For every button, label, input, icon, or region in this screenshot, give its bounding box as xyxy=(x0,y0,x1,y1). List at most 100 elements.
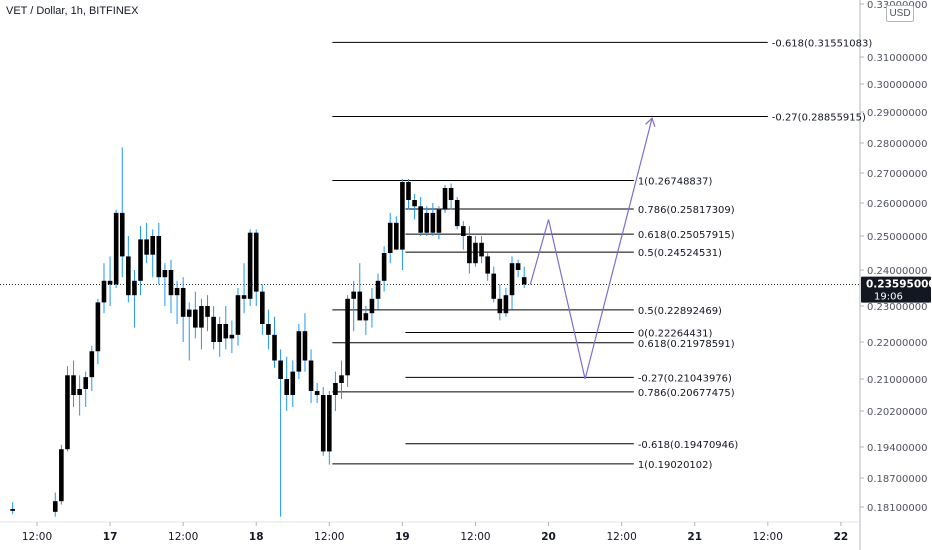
candle-body xyxy=(144,239,149,255)
fib-level-label: 0.5(0.24524531) xyxy=(638,248,722,259)
candle-body xyxy=(126,256,131,296)
candle-body xyxy=(77,389,82,395)
fib-level-label: -0.27(0.21043976) xyxy=(638,373,732,384)
currency-button[interactable]: USD xyxy=(886,5,914,22)
candle-body xyxy=(521,277,527,285)
candle-body xyxy=(174,288,180,296)
candle-body xyxy=(357,291,363,321)
candle-body xyxy=(442,188,448,210)
y-tick-label: 0.26000000 xyxy=(867,199,927,210)
candle-body xyxy=(241,295,247,299)
candle-body xyxy=(418,206,423,233)
y-tick-label: 0.28000000 xyxy=(867,139,927,150)
x-tick-label: 18 xyxy=(249,531,264,543)
y-tick-label: 0.21000000 xyxy=(867,375,927,386)
x-tick-label: 12:00 xyxy=(607,531,637,543)
y-tick-label: 0.25000000 xyxy=(867,232,927,243)
x-tick-label: 20 xyxy=(541,531,556,543)
candle-body xyxy=(387,222,393,253)
candle-body xyxy=(132,280,137,296)
candle-body xyxy=(412,200,417,207)
candle-body xyxy=(509,263,515,296)
candle-body xyxy=(272,334,277,361)
candle-body xyxy=(302,331,308,361)
candle-body xyxy=(375,280,381,299)
y-tick-label: 0.29000000 xyxy=(867,108,927,119)
symbol-title: VET / Dollar, 1h, BITFINEX xyxy=(6,5,139,17)
candle-body xyxy=(430,212,436,233)
current-price-label: 0.23595000 xyxy=(866,279,932,291)
candle-body xyxy=(503,295,509,314)
y-tick-label: 0.18700000 xyxy=(867,474,927,485)
candle-body xyxy=(485,256,490,274)
y-tick-label: 0.31000000 xyxy=(867,53,927,64)
candle-body xyxy=(260,291,265,324)
candle-body xyxy=(150,236,156,255)
candle-body xyxy=(351,291,356,299)
x-tick-label: 12:00 xyxy=(168,531,198,543)
y-tick-label: 0.20200000 xyxy=(867,407,927,418)
candle-body xyxy=(314,391,320,395)
candle-body xyxy=(327,395,332,452)
candle-body xyxy=(52,501,58,512)
fib-level-label: -0.618(0.31551083) xyxy=(772,38,873,49)
candle-body xyxy=(113,212,119,285)
candle-body xyxy=(101,280,107,303)
fib-level-label: 0.786(0.25817309) xyxy=(638,205,735,216)
candle-body xyxy=(479,242,484,257)
candle-body xyxy=(107,280,113,285)
x-tick-label: 19 xyxy=(395,531,410,543)
candle-body xyxy=(253,232,259,292)
candle-body xyxy=(266,324,271,335)
fib-level-label: -0.27(0.28855915) xyxy=(772,112,866,123)
candle-body xyxy=(290,371,296,395)
candle-body xyxy=(223,324,229,339)
candle-body xyxy=(406,182,411,200)
fib-level-label: 1(0.19020102) xyxy=(638,460,713,471)
candle-body xyxy=(199,306,204,328)
candle-body xyxy=(278,360,283,379)
candle-body xyxy=(497,298,503,314)
candle-body xyxy=(95,302,101,352)
x-tick-label: 22 xyxy=(834,531,849,543)
candle-body xyxy=(515,263,521,270)
x-tick-label: 12:00 xyxy=(22,531,52,543)
candle-body xyxy=(333,383,338,395)
candle-body xyxy=(235,295,241,335)
candle-body xyxy=(180,288,186,317)
candle-body xyxy=(71,375,76,395)
y-tick-label: 0.27000000 xyxy=(867,169,927,180)
candle-body xyxy=(448,188,454,200)
candle-body xyxy=(193,309,198,328)
fib-level-label: 0.5(0.22892469) xyxy=(638,306,722,317)
candle-body xyxy=(211,316,216,342)
candle-body xyxy=(65,375,70,450)
candle-body xyxy=(186,309,192,317)
candle-body xyxy=(369,298,375,314)
candle-body xyxy=(296,331,302,372)
x-tick-label: 12:00 xyxy=(753,531,783,543)
candle-body xyxy=(467,236,472,264)
candle-body xyxy=(473,242,478,264)
fib-level-label: 0.786(0.20677475) xyxy=(638,388,735,399)
candle-body xyxy=(394,222,399,250)
candle-body xyxy=(89,351,95,378)
y-tick-label: 0.30000000 xyxy=(867,80,927,91)
candle-body xyxy=(320,395,326,452)
candle-body xyxy=(454,200,460,227)
candle-body xyxy=(424,212,430,233)
candle-body xyxy=(400,182,405,250)
candle-body xyxy=(247,232,253,299)
candle-body xyxy=(156,236,162,278)
candle-body xyxy=(83,377,89,389)
y-tick-label: 0.23000000 xyxy=(867,302,927,313)
candle-body xyxy=(59,449,64,502)
y-tick-label: 0.22000000 xyxy=(867,338,927,349)
candle-body xyxy=(168,270,174,296)
candle-body xyxy=(138,239,143,281)
x-tick-label: 12:00 xyxy=(314,531,344,543)
candle-body xyxy=(345,298,350,376)
candle-body xyxy=(205,306,210,317)
